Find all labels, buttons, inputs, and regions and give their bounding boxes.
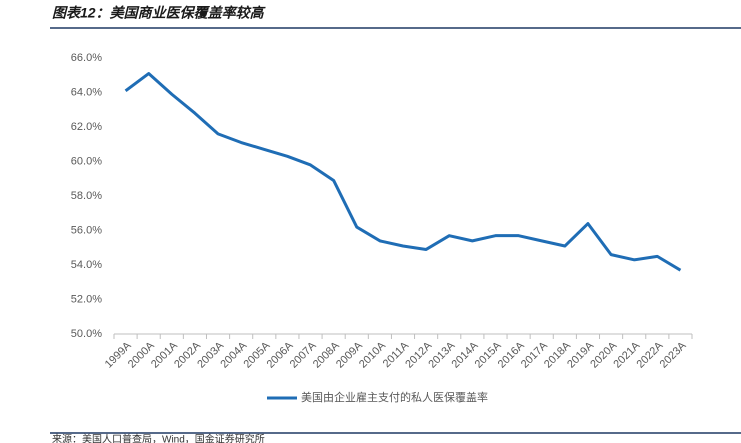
x-tick-label: 2023A xyxy=(658,339,689,370)
legend-label: 美国由企业雇主支付的私人医保覆盖率 xyxy=(301,390,488,404)
line xyxy=(124,72,682,272)
y-tick-label: 54.0% xyxy=(71,259,102,271)
y-tick-label: 58.0% xyxy=(71,190,102,202)
y-tick-label: 62.0% xyxy=(71,121,102,133)
chart-title: 图表12：美国商业医保覆盖率较高 xyxy=(52,5,267,21)
source: 来源：美国人口普查局，Wind，国金证券研究所 xyxy=(52,433,265,443)
y-tick-label: 64.0% xyxy=(71,86,102,98)
y-tick-label: 66.0% xyxy=(71,52,102,64)
y-tick-label: 60.0% xyxy=(71,155,102,167)
y-tick-label: 52.0% xyxy=(71,293,102,305)
y-tick-label: 56.0% xyxy=(71,224,102,236)
y-tick-label: 50.0% xyxy=(71,328,102,340)
